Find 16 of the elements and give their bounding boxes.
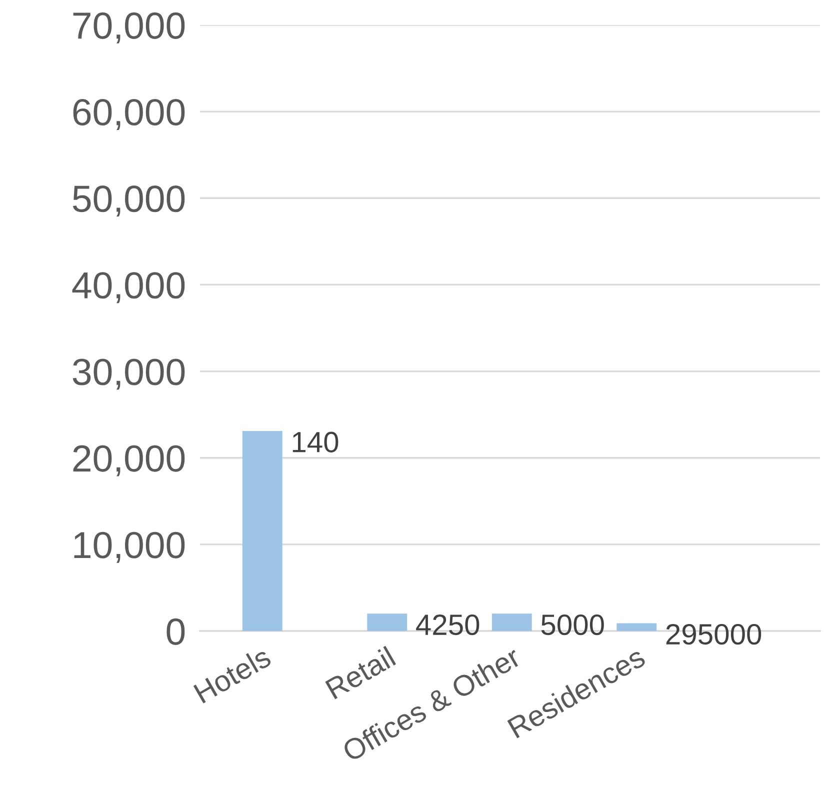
y-tick-label: 40,000 [72,272,185,304]
y-tick-label: 50,000 [72,186,185,217]
bar [492,614,532,631]
y-tick-label: 30,000 [72,358,185,390]
annotation: 4250 [416,614,480,636]
annotation: 295000 [666,624,762,645]
y-tick-label: 60,000 [73,98,185,130]
y-tick-label: 0 [166,618,185,645]
y-tick-label: 70,000 [73,12,185,44]
y-tick-label: 20,000 [73,445,185,476]
bar [367,614,408,631]
annotation: 5000 [541,614,604,636]
y-tick-label: 10,000 [74,532,185,563]
bar [242,431,282,631]
annotation: 140 [292,432,338,452]
bar [616,623,657,631]
